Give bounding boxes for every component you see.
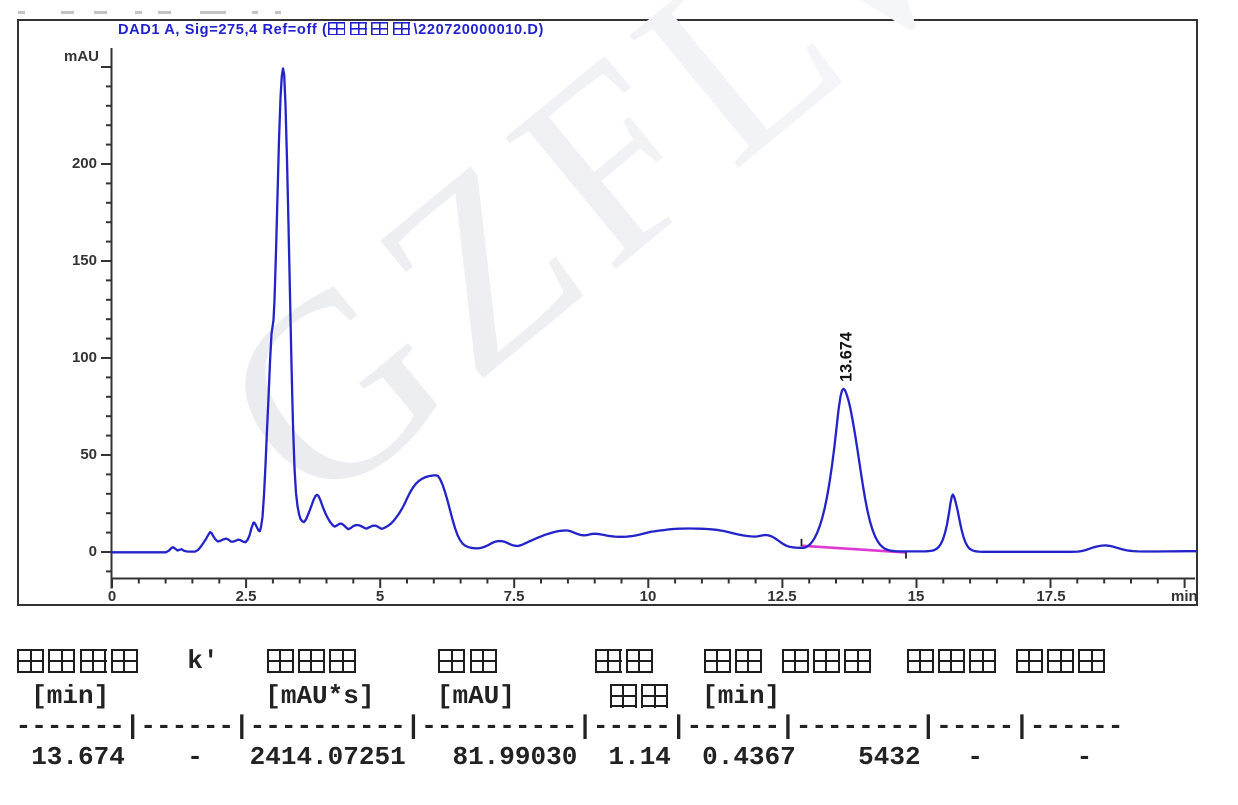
svg-text:GZFLW: GZFLW bbox=[168, 0, 1092, 560]
